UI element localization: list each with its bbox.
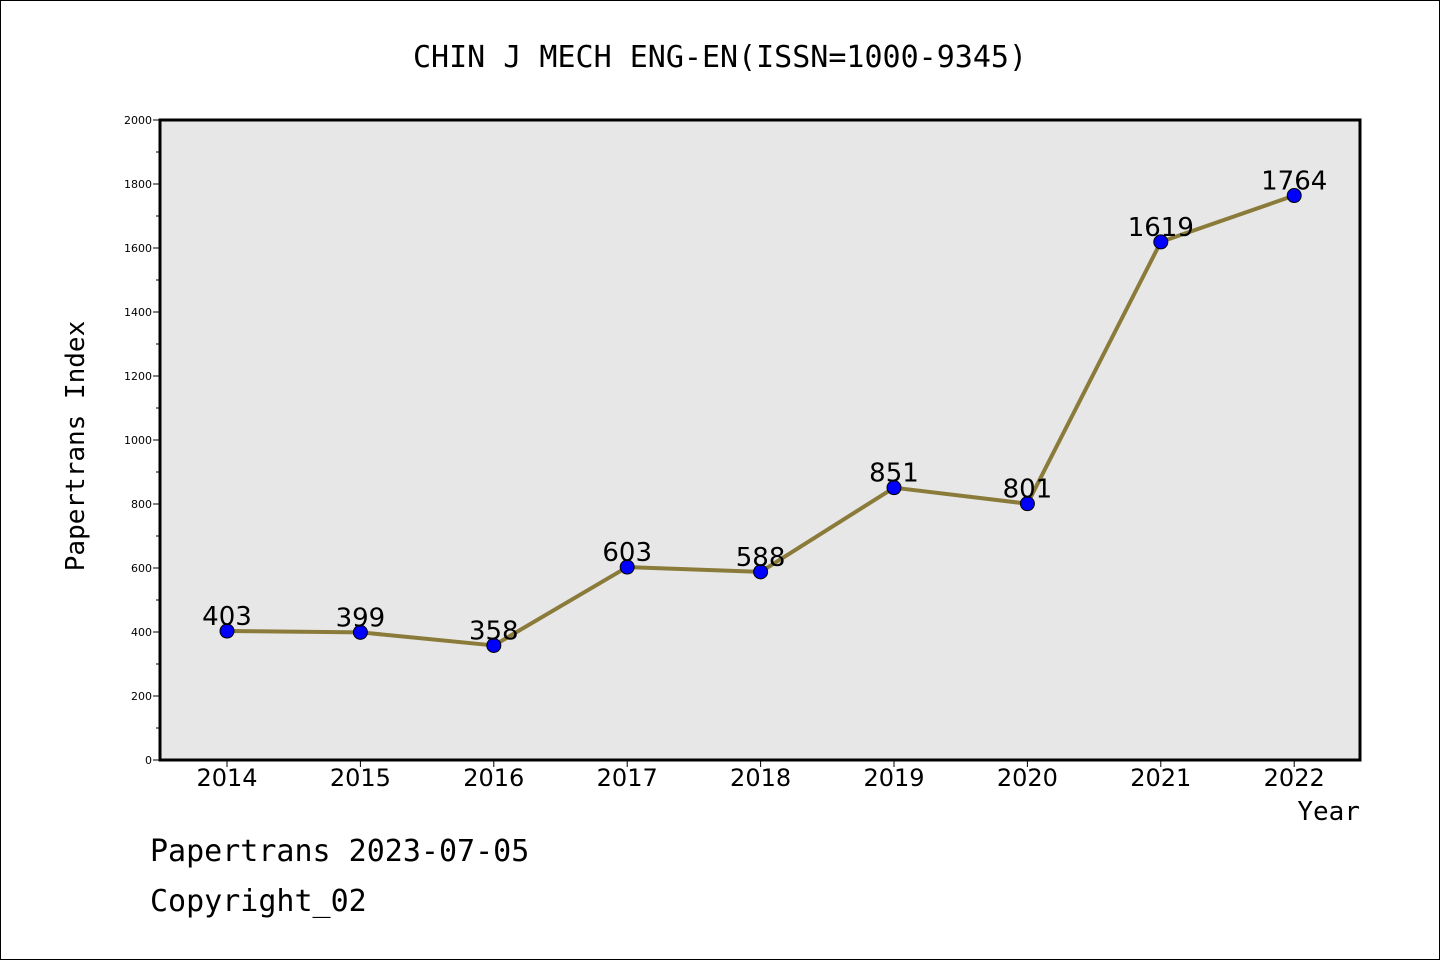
- y-axis-label: Papertrans Index: [61, 321, 91, 571]
- y-tick-label: 800: [131, 498, 152, 511]
- y-tick-label: 200: [131, 690, 152, 703]
- data-point: [1153, 234, 1169, 250]
- y-tick-label: 1000: [124, 434, 152, 447]
- footer-date: Papertrans 2023-07-05: [150, 834, 530, 869]
- x-axis-label: Year: [1297, 797, 1360, 827]
- series-group: 403 399 358 603 588 851 801 1619 1764: [202, 167, 1327, 653]
- y-tick-label: 600: [131, 562, 152, 575]
- data-point: [352, 624, 368, 640]
- data-point: [1286, 188, 1302, 204]
- data-point: [753, 564, 769, 580]
- plot-area: [158, 118, 1362, 762]
- x-tick-label: 2022: [1264, 764, 1325, 792]
- data-label: 588: [736, 543, 786, 573]
- chart-title: CHIN J MECH ENG-EN(ISSN=1000-9345): [413, 40, 1027, 75]
- data-label: 603: [602, 538, 652, 568]
- x-tick-label: 2017: [597, 764, 658, 792]
- y-tick-label: 1200: [124, 370, 152, 383]
- y-tick-label: 1800: [124, 178, 152, 191]
- y-axis: 0 200 400 600 800 1000 1200 1400 1600 1800 2000: [124, 114, 160, 767]
- data-point: [219, 623, 235, 639]
- data-label: 403: [202, 602, 252, 632]
- data-point: [486, 637, 502, 653]
- y-tick-label: 2000: [124, 114, 152, 127]
- data-point: [619, 559, 635, 575]
- data-point: [1019, 496, 1035, 512]
- x-tick-label: 2020: [997, 764, 1058, 792]
- x-tick-label: 2016: [463, 764, 524, 792]
- data-point: [886, 480, 902, 496]
- x-axis: 2014 2015 2016 2017 2018 2019 2020 2021 2022: [196, 760, 1325, 792]
- y-tick-label: 1400: [124, 306, 152, 319]
- data-label: 1764: [1261, 167, 1327, 197]
- y-tick-label: 1600: [124, 242, 152, 255]
- x-tick-label: 2019: [863, 764, 924, 792]
- x-tick-label: 2014: [196, 764, 257, 792]
- x-tick-label: 2018: [730, 764, 791, 792]
- x-tick-label: 2021: [1130, 764, 1191, 792]
- y-tick-label: 400: [131, 626, 152, 639]
- data-label: 801: [1003, 475, 1053, 505]
- x-tick-label: 2015: [330, 764, 391, 792]
- footer-copyright: Copyright_02: [150, 884, 367, 919]
- data-label: 399: [336, 603, 386, 633]
- y-tick-label: 0: [145, 754, 152, 767]
- data-label: 358: [469, 616, 519, 646]
- data-label: 1619: [1128, 213, 1194, 243]
- data-label: 851: [869, 459, 919, 489]
